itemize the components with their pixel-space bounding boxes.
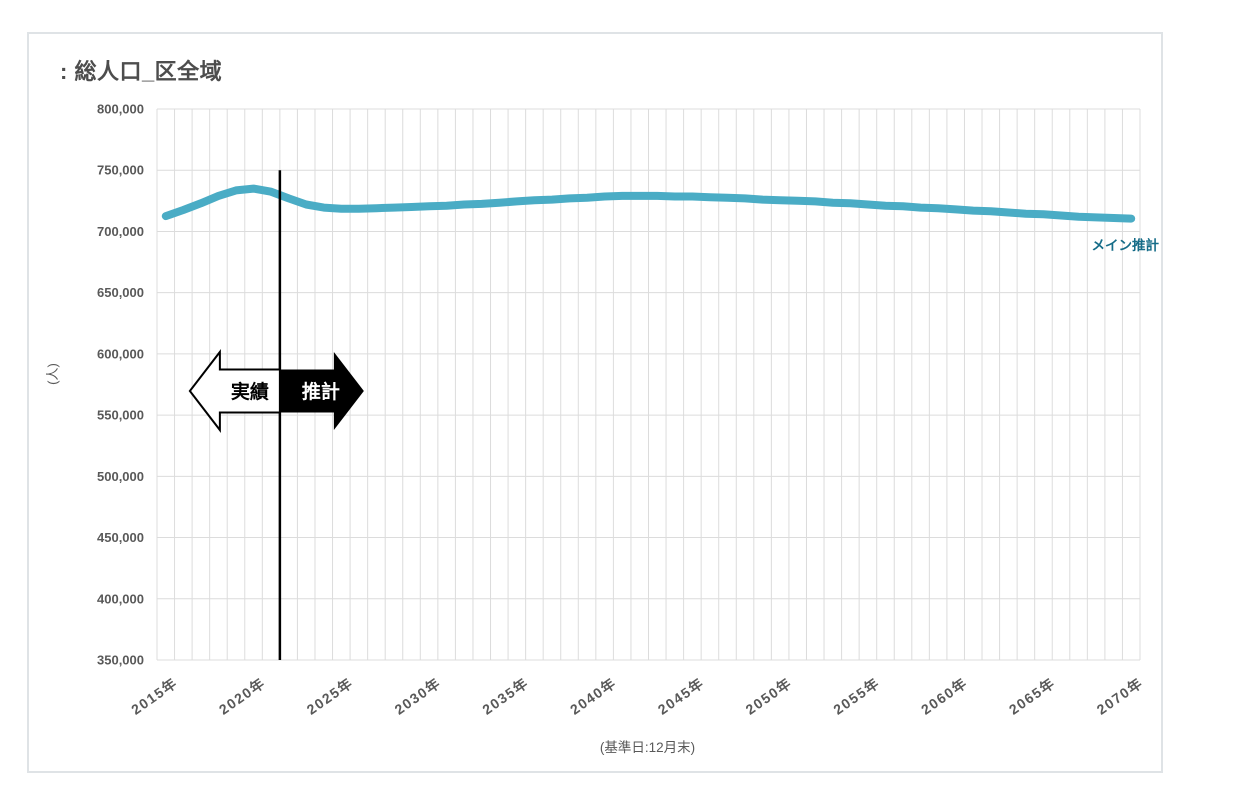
x-tick-label: 2055年	[830, 674, 882, 717]
x-tick-label: 2040年	[567, 674, 619, 717]
projection-arrow-label: 推計	[302, 380, 340, 403]
y-tick-label: 650,000	[97, 285, 144, 300]
x-tick-label: 2070年	[1094, 674, 1146, 717]
y-tick-label: 750,000	[97, 163, 144, 178]
x-axis-tick-labels: 2015年 2020年 2025年 2030年 2035年 2040年 2045年 2050年…	[128, 674, 1146, 717]
y-tick-label: 500,000	[97, 469, 144, 484]
x-tick-label: 2025年	[304, 674, 356, 717]
y-axis-tick-labels: 350,000 400,000 450,000 500,000 550,000 600,0…	[97, 102, 144, 668]
x-tick-label: 2060年	[918, 674, 970, 717]
population-chart: 350,000 400,000 450,000 500,000 550,000 600,0…	[45, 102, 1160, 718]
y-tick-label: 700,000	[97, 224, 144, 239]
series-legend-label: メイン推計	[1092, 237, 1160, 253]
y-tick-label: 550,000	[97, 408, 144, 423]
population-series-line	[161, 184, 1136, 223]
x-tick-label: 2035年	[479, 674, 531, 717]
y-tick-label: 800,000	[97, 102, 144, 117]
y-tick-label: 400,000	[97, 591, 144, 606]
x-axis-note: (基準日:12月末)	[599, 740, 696, 755]
projection-right-arrow	[279, 352, 364, 430]
x-tick-label: 2065年	[1006, 674, 1058, 717]
x-tick-label: 2015年	[128, 674, 180, 717]
x-tick-label: 2045年	[655, 674, 707, 717]
chart-title: : 総人口_区全域	[60, 59, 223, 84]
x-tick-label: 2050年	[743, 674, 795, 717]
y-axis-unit-label: (人)	[45, 363, 60, 385]
actual-arrow-label: 実績	[231, 380, 269, 403]
actual-projection-arrows: 実績 推計	[188, 349, 364, 433]
x-tick-label: 2020年	[216, 674, 268, 717]
x-tick-label: 2030年	[391, 674, 443, 717]
y-tick-label: 450,000	[97, 530, 144, 545]
chart-card: : 総人口_区全域 350,000 400,000 450,000 500,000 55…	[27, 32, 1163, 773]
y-tick-label: 600,000	[97, 346, 144, 361]
y-tick-label: 350,000	[97, 653, 144, 668]
